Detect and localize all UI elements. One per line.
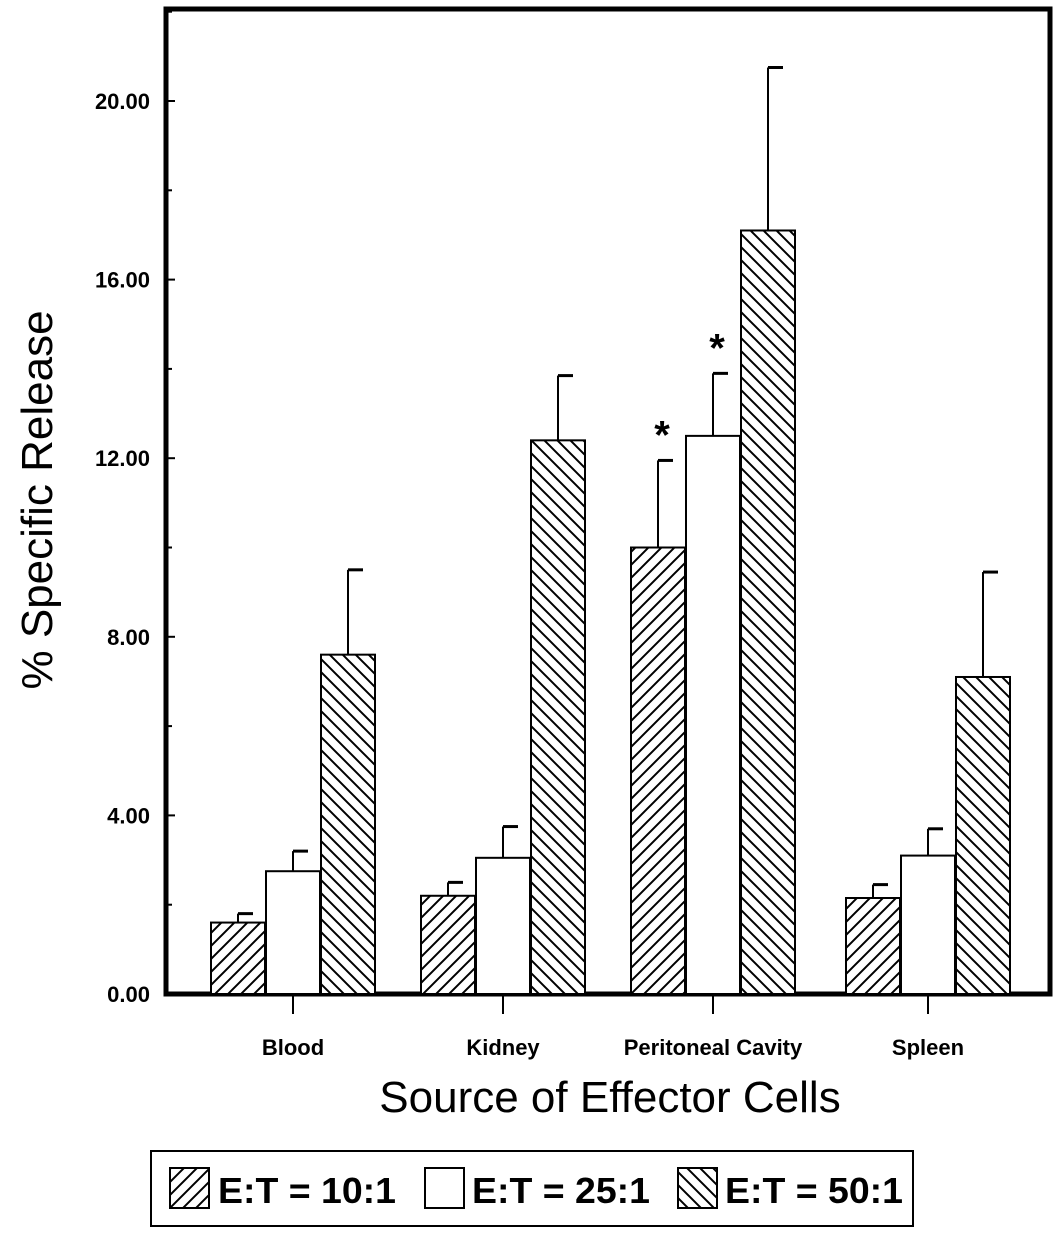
y-tick-label: 0.00: [107, 982, 150, 1007]
legend-label-10-1: E:T = 10:1: [218, 1170, 396, 1211]
bar-series: [210, 229, 1011, 996]
y-tick-label: 4.00: [107, 803, 150, 828]
bar-peritoneal-cavity-e-t-10-1: [630, 546, 686, 995]
plot-frame: [163, 6, 1053, 997]
bar-peritoneal-cavity-e-t-50-1: [740, 229, 796, 996]
x-axis-title: Source of Effector Cells: [379, 1073, 840, 1122]
legend-label-25-1: E:T = 25:1: [472, 1170, 650, 1211]
significance-marks: **: [654, 326, 725, 457]
legend-label-50-1: E:T = 50:1: [725, 1170, 903, 1211]
x-tick-label-peritoneal-cavity: Peritoneal Cavity: [624, 1035, 803, 1060]
y-tick-label: 8.00: [107, 625, 150, 650]
bar-kidney-e-t-50-1: [530, 439, 586, 995]
x-tick-label-spleen: Spleen: [892, 1035, 964, 1060]
x-tick-label-kidney: Kidney: [466, 1035, 540, 1060]
legend-box: [150, 1150, 914, 1227]
x-tick-label-blood: Blood: [262, 1035, 324, 1060]
error-bars: [237, 66, 998, 923]
y-tick-label: 20.00: [95, 89, 150, 114]
bar-blood-e-t-25-1: [265, 870, 321, 996]
y-axis-ticks: 0.00 4.00 8.00 12.00 16.00 20.00: [95, 10, 175, 1007]
significance-asterisk: *: [654, 413, 670, 457]
significance-asterisk: *: [709, 326, 725, 370]
legend-swatch-25-1: [424, 1167, 465, 1209]
bar-kidney-e-t-25-1: [475, 856, 531, 995]
bar-spleen-e-t-25-1: [900, 854, 956, 996]
bar-peritoneal-cavity-e-t-25-1: [685, 434, 741, 995]
y-axis-title: % Specific Release: [13, 310, 62, 689]
legend: E:T = 10:1 E:T = 25:1 E:T = 50:1: [150, 1150, 914, 1227]
x-axis-ticks: Blood Kidney Peritoneal Cavity Spleen: [262, 994, 964, 1060]
bar-blood-e-t-10-1: [210, 921, 266, 995]
bar-kidney-e-t-10-1: [420, 894, 476, 996]
bar-spleen-e-t-10-1: [845, 897, 901, 995]
y-tick-label: 12.00: [95, 446, 150, 471]
legend-swatch-50-1: [677, 1167, 718, 1209]
bar-blood-e-t-50-1: [320, 653, 376, 995]
y-tick-label: 16.00: [95, 268, 150, 293]
bar-spleen-e-t-50-1: [955, 675, 1011, 995]
legend-swatch-10-1: [169, 1167, 210, 1209]
